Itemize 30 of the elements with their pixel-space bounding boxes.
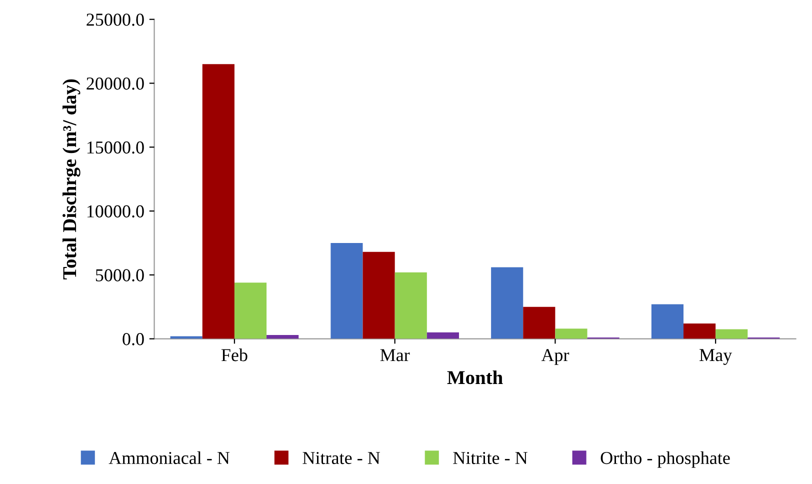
x-tick-label: Feb: [221, 348, 248, 362]
bar: [651, 304, 684, 339]
bar: [716, 329, 748, 339]
y-tick-label: 25000.0: [86, 14, 144, 26]
bar: [491, 267, 524, 339]
y-tick-label: 0.0: [122, 333, 144, 346]
bar: [555, 328, 588, 339]
y-tick-label: 15000.0: [87, 141, 144, 154]
y-tick-label: 5000.0: [96, 269, 144, 282]
legend-label: Nitrate - N: [302, 452, 380, 464]
bar: [523, 306, 556, 339]
legend-label: Ortho - phosphate: [600, 451, 730, 468]
bar: [362, 252, 395, 339]
bar: [202, 64, 234, 339]
legend-label: Ammoniacal - N: [108, 451, 230, 464]
bar: [394, 272, 427, 339]
x-tick-label: May: [700, 349, 732, 365]
x-tick-label: Apr: [541, 349, 570, 365]
bar: [170, 336, 202, 339]
y-tick-label: 20000.0: [86, 78, 144, 90]
bar: [234, 282, 267, 339]
bar: [330, 242, 363, 339]
y-axis-title: Total Dischrge (m³/ day): [62, 79, 80, 280]
bar: [684, 323, 716, 339]
x-axis-title: Month: [447, 370, 503, 384]
x-tick-label: Mar: [380, 349, 410, 362]
y-tick-label: 10000.0: [87, 205, 144, 218]
bar: [426, 332, 459, 339]
legend-label: Nitrite - N: [453, 452, 528, 464]
bar: [266, 334, 299, 339]
